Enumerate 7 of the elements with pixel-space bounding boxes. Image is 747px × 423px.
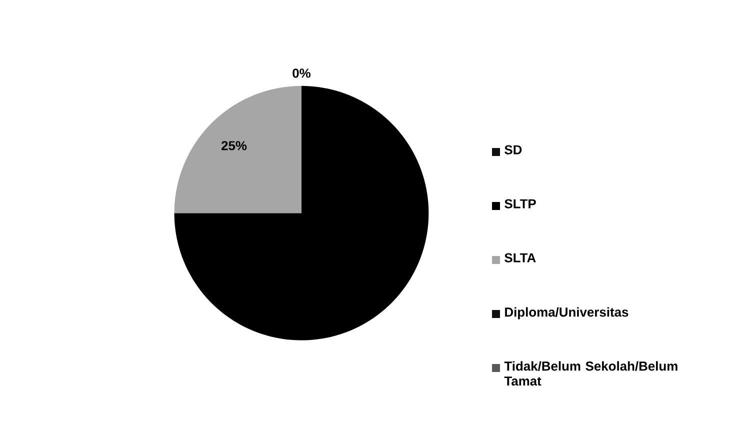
- legend-label: SLTP: [504, 199, 536, 208]
- text: 0%: [292, 68, 310, 78]
- data-label: 25%: [222, 141, 247, 150]
- legend-label: Diploma/Universitas: [505, 307, 628, 320]
- legend-label: Tidak/Belum Sekolah/Belum Tamat: [504, 361, 678, 386]
- legend-label: SD: [504, 145, 522, 154]
- legend-label: SLTA: [504, 253, 536, 262]
